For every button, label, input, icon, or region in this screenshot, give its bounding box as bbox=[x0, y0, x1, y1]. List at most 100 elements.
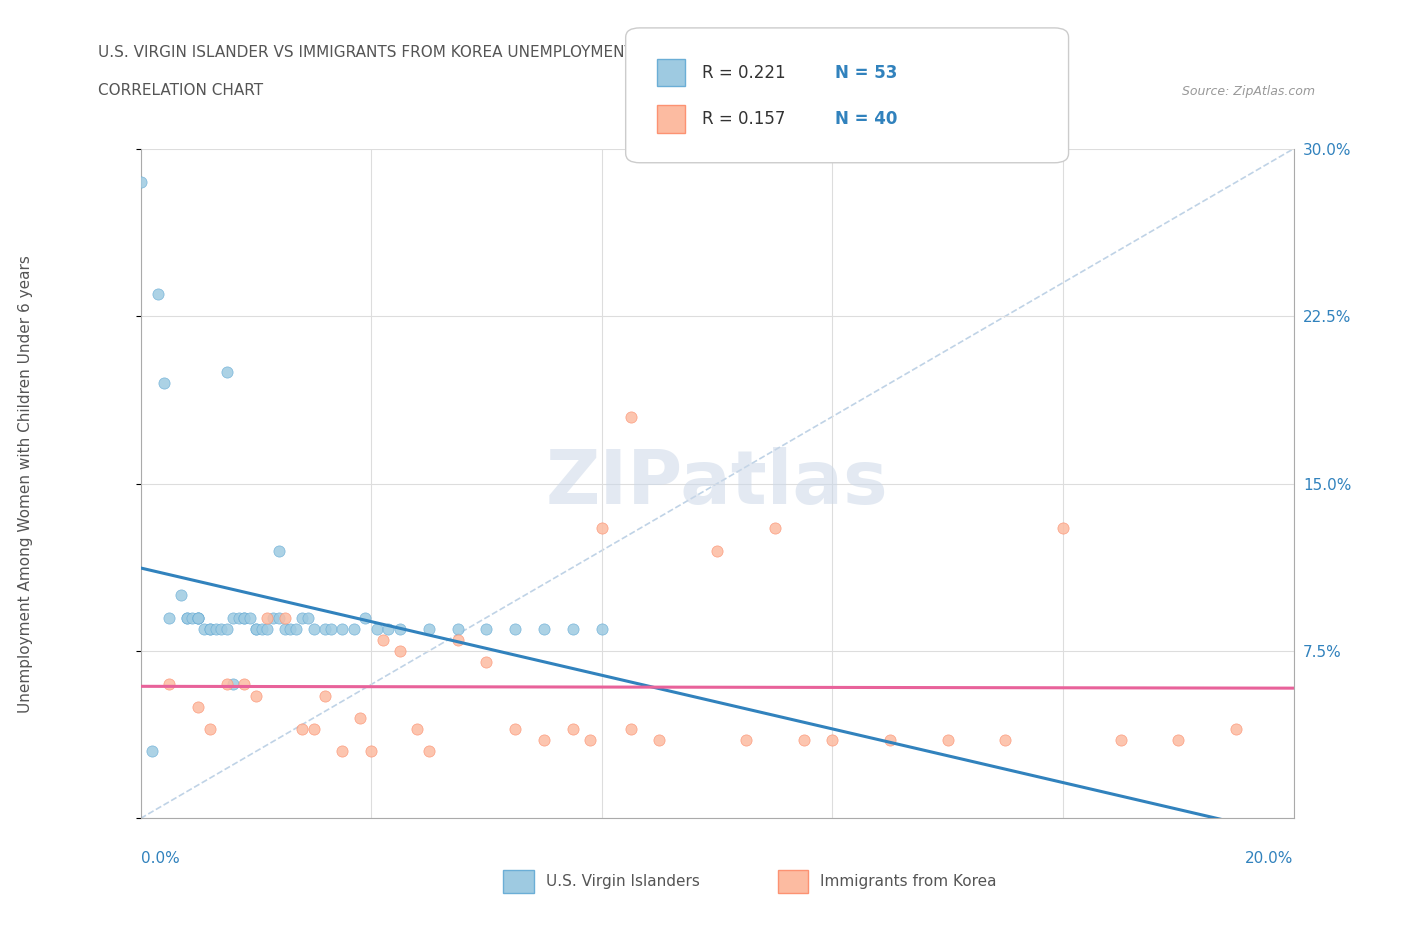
Point bbox=[217, 677, 239, 692]
Point bbox=[233, 610, 256, 625]
Point bbox=[187, 610, 209, 625]
Point bbox=[159, 677, 180, 692]
Point bbox=[994, 733, 1017, 748]
Point bbox=[256, 610, 278, 625]
Point bbox=[222, 610, 245, 625]
Point bbox=[388, 644, 411, 658]
Point bbox=[274, 610, 297, 625]
Point bbox=[245, 688, 267, 703]
Text: 20.0%: 20.0% bbox=[1246, 851, 1294, 866]
Point bbox=[319, 621, 342, 636]
Point bbox=[187, 610, 209, 625]
Text: 0.0%: 0.0% bbox=[141, 851, 180, 866]
Point bbox=[314, 688, 336, 703]
Point bbox=[619, 409, 641, 424]
Point bbox=[619, 722, 641, 737]
Point bbox=[302, 722, 325, 737]
Point bbox=[354, 610, 377, 625]
Point bbox=[1225, 722, 1247, 737]
Point bbox=[152, 376, 174, 391]
Point bbox=[198, 621, 221, 636]
Point bbox=[291, 722, 314, 737]
Point bbox=[366, 621, 388, 636]
Text: U.S. VIRGIN ISLANDER VS IMMIGRANTS FROM KOREA UNEMPLOYMENT AMONG WOMEN WITH CHIL: U.S. VIRGIN ISLANDER VS IMMIGRANTS FROM … bbox=[98, 46, 1021, 60]
Point bbox=[360, 744, 382, 759]
Point bbox=[181, 610, 204, 625]
Point bbox=[141, 744, 163, 759]
Point bbox=[198, 621, 221, 636]
Point bbox=[209, 621, 232, 636]
Point bbox=[228, 610, 250, 625]
Text: N = 53: N = 53 bbox=[835, 63, 897, 82]
Point bbox=[204, 621, 226, 636]
Point bbox=[332, 744, 354, 759]
Point bbox=[533, 621, 555, 636]
Point bbox=[239, 610, 262, 625]
Point bbox=[579, 733, 602, 748]
Point bbox=[377, 621, 399, 636]
Point bbox=[648, 733, 671, 748]
Point bbox=[193, 621, 215, 636]
Point bbox=[233, 677, 256, 692]
Point bbox=[267, 610, 290, 625]
Point bbox=[793, 733, 815, 748]
Point bbox=[475, 621, 498, 636]
Text: Source: ZipAtlas.com: Source: ZipAtlas.com bbox=[1181, 85, 1315, 98]
Point bbox=[418, 621, 440, 636]
Point bbox=[170, 588, 193, 603]
Point bbox=[262, 610, 284, 625]
Point bbox=[371, 632, 394, 647]
Point bbox=[256, 621, 278, 636]
Point bbox=[447, 632, 470, 647]
Point bbox=[349, 711, 371, 725]
Point bbox=[735, 733, 758, 748]
Point bbox=[245, 621, 267, 636]
Point bbox=[447, 621, 470, 636]
Point bbox=[176, 610, 198, 625]
Point bbox=[250, 621, 273, 636]
Point bbox=[1052, 521, 1074, 536]
Point bbox=[245, 621, 267, 636]
Point bbox=[879, 733, 901, 748]
Point bbox=[274, 621, 297, 636]
Text: N = 40: N = 40 bbox=[835, 110, 897, 128]
Point bbox=[562, 722, 585, 737]
Point bbox=[217, 621, 239, 636]
Point bbox=[285, 621, 308, 636]
Point bbox=[187, 699, 209, 714]
Text: R = 0.157: R = 0.157 bbox=[702, 110, 785, 128]
Point bbox=[503, 722, 526, 737]
Point bbox=[302, 621, 325, 636]
Point bbox=[418, 744, 440, 759]
Text: R = 0.221: R = 0.221 bbox=[702, 63, 785, 82]
Point bbox=[591, 621, 613, 636]
Point bbox=[591, 521, 613, 536]
Point bbox=[533, 733, 555, 748]
Point bbox=[146, 286, 169, 301]
Point bbox=[821, 733, 844, 748]
Point bbox=[233, 610, 256, 625]
Point bbox=[1109, 733, 1132, 748]
Point bbox=[1167, 733, 1189, 748]
Point bbox=[129, 175, 152, 190]
Point bbox=[562, 621, 585, 636]
Point bbox=[936, 733, 959, 748]
Point bbox=[503, 621, 526, 636]
Point bbox=[176, 610, 198, 625]
Text: CORRELATION CHART: CORRELATION CHART bbox=[98, 83, 263, 98]
Point bbox=[159, 610, 180, 625]
Point bbox=[267, 543, 290, 558]
Point bbox=[763, 521, 786, 536]
Text: ZIPatlas: ZIPatlas bbox=[546, 447, 889, 520]
Point bbox=[280, 621, 302, 636]
Point bbox=[343, 621, 366, 636]
Text: U.S. Virgin Islanders: U.S. Virgin Islanders bbox=[546, 873, 699, 889]
Point bbox=[388, 621, 411, 636]
Point bbox=[297, 610, 319, 625]
Point bbox=[314, 621, 336, 636]
Point bbox=[187, 610, 209, 625]
Point bbox=[217, 365, 239, 379]
Text: Unemployment Among Women with Children Under 6 years: Unemployment Among Women with Children U… bbox=[18, 255, 32, 712]
Point bbox=[332, 621, 354, 636]
Point bbox=[706, 543, 728, 558]
